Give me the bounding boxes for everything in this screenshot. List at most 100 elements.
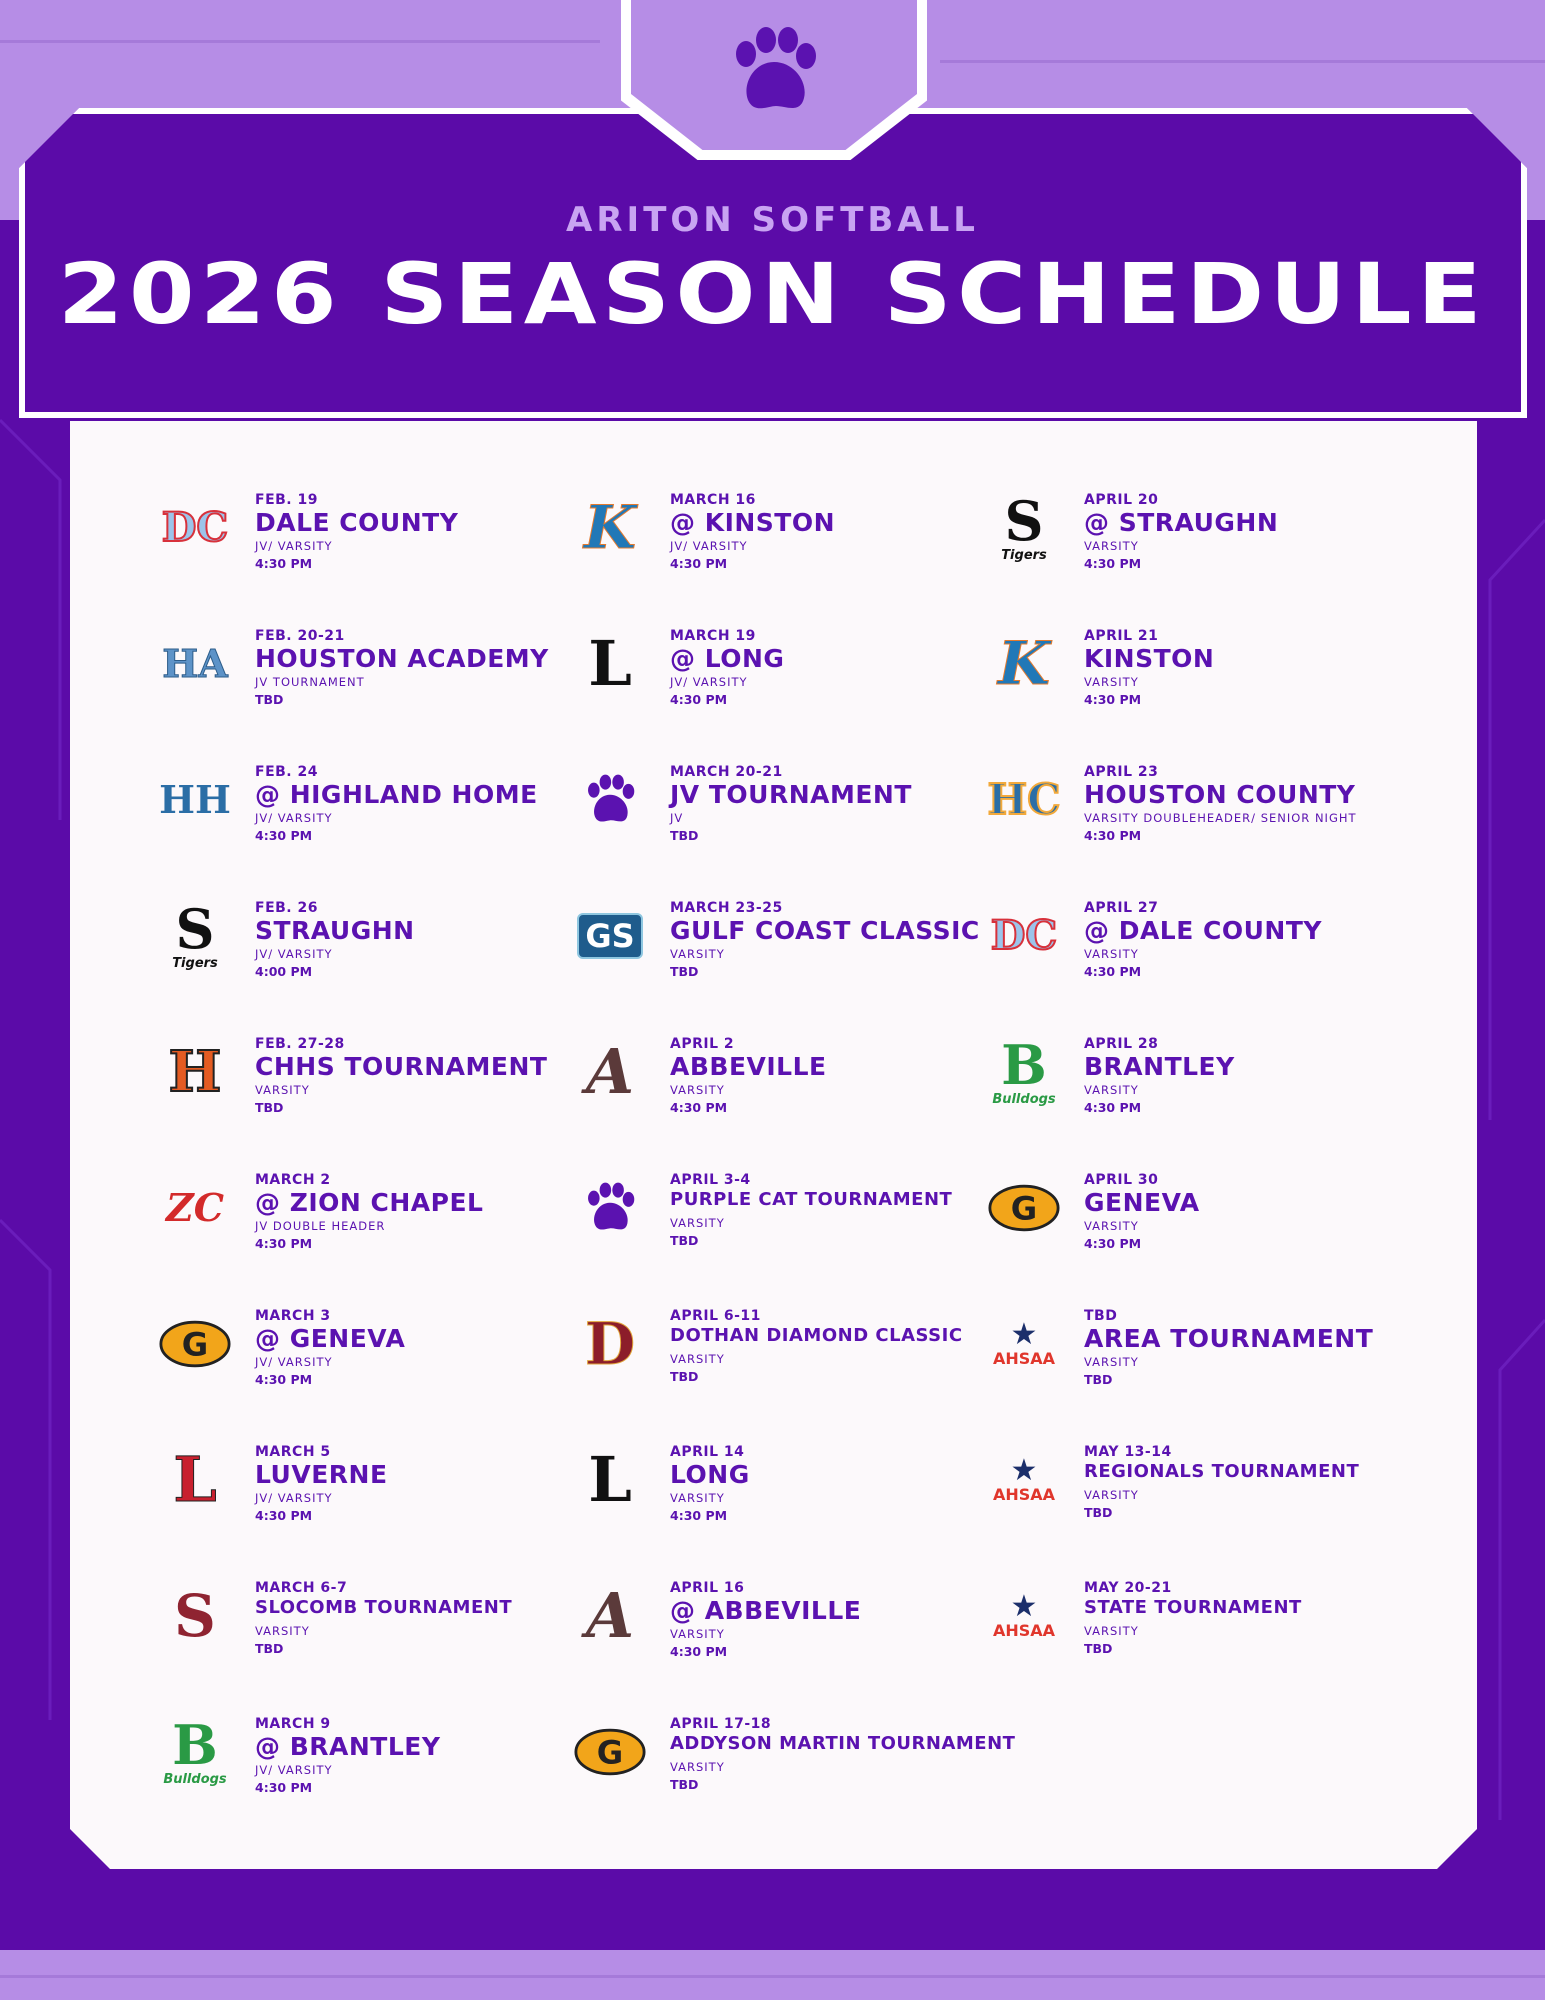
schedule-entry: G APRIL 17-18 ADDYSON MARTIN TOURNAMENT VAR… [574,1716,1015,1826]
d-logo-icon: D [584,1310,636,1378]
logo-lettering: Tigers [172,955,218,971]
ahsaa-logo-icon: ★ AHSAA [992,1589,1056,1640]
game-level: VARSITY [670,1627,725,1641]
schedule-entry: DC FEB. 19 DALE COUNTY JV/ VARSITY 4:30 PM [161,492,459,602]
opponent-name: @ KINSTON [670,508,836,537]
l-red-logo-icon: L [173,1443,218,1516]
schedule-entry: S Tigers FEB. 26 STRAUGHN JV/ VARSITY 4:00 PM [172,900,415,1010]
game-date: APRIL 30 [1084,1172,1159,1188]
opponent-name: @ ABBEVILLE [670,1596,862,1625]
game-level: VARSITY [1084,539,1139,553]
tigers-logo-icon: S Tigers [172,896,218,971]
game-date: MAY 20-21 [1084,1580,1172,1596]
opponent-name: GENEVA [1084,1188,1200,1217]
game-date: APRIL 28 [1084,1036,1159,1052]
game-level: JV/ VARSITY [255,1763,333,1777]
opponent-name: JV TOURNAMENT [670,780,912,809]
game-level: VARSITY DOUBLEHEADER/ SENIOR NIGHT [1084,811,1357,825]
game-level: VARSITY [1084,675,1139,689]
schedule-entry: B Bulldogs MARCH 9 @ BRANTLEY JV/ VARSITY 4:3… [163,1716,440,1826]
game-time: TBD [670,1369,699,1384]
background-line [940,60,1545,63]
game-time: TBD [255,1641,284,1656]
game-level: JV/ VARSITY [255,947,333,961]
opponent-name: PURPLE CAT TOURNAMENT [670,1189,953,1210]
opponent-name: BRANTLEY [1084,1052,1235,1081]
game-date: FEB. 20-21 [255,628,345,644]
game-level: VARSITY [255,1083,310,1097]
chhs-logo-icon: H [168,1039,223,1105]
schedule-entry: HA FEB. 20-21 HOUSTON ACADEMY JV TOURNAMENT… [162,628,549,738]
bulldogs-logo-icon: B Bulldogs [992,1032,1056,1107]
opponent-name: REGIONALS TOURNAMENT [1084,1461,1360,1482]
schedule-entry: ★ AHSAA MAY 20-21 STATE TOURNAMENT VARSITY TB… [993,1580,1302,1690]
game-level: VARSITY [255,1624,310,1638]
game-level: JV [670,811,684,825]
schedule-entry: B Bulldogs APRIL 28 BRANTLEY VARSITY 4:30 PM [992,1036,1235,1146]
opponent-name: @ HIGHLAND HOME [255,780,538,809]
schedule-entry: S Tigers APRIL 20 @ STRAUGHN VARSITY 4:30 PM [1001,492,1279,602]
ahsaa-logo-icon: ★ AHSAA [992,1317,1056,1368]
game-date: MARCH 6-7 [255,1580,348,1596]
tigers-logo-icon: S Tigers [1001,488,1047,563]
game-level: VARSITY [1084,1083,1139,1097]
game-level: JV/ VARSITY [670,539,748,553]
opponent-name: ABBEVILLE [670,1052,827,1081]
schedule-entry: K APRIL 21 KINSTON VARSITY 4:30 PM [997,628,1214,738]
paw-logo-icon [570,752,650,848]
logo-lettering: AHSAA [992,1349,1056,1368]
schedule-entry: GS MARCH 23-25 GULF COAST CLASSIC VARSITY TB… [577,900,980,1010]
game-time: 4:30 PM [255,1372,313,1387]
game-level: VARSITY [1084,947,1139,961]
schedule-entry: A APRIL 16 @ ABBEVILLE VARSITY 4:30 PM [586,1580,862,1690]
schedule-entry: MARCH 20-21 JV TOURNAMENT JV TBD [588,764,912,874]
schedule-entry: HH FEB. 24 @ HIGHLAND HOME JV/ VARSITY 4:30 … [159,764,538,874]
game-level: JV DOUBLE HEADER [255,1219,386,1233]
game-level: VARSITY [670,1216,725,1230]
game-date: MARCH 2 [255,1172,331,1188]
schedule-entry: L APRIL 14 LONG VARSITY 4:30 PM [588,1444,750,1554]
opponent-name: AREA TOURNAMENT [1084,1324,1374,1353]
opponent-name: HOUSTON ACADEMY [255,644,549,673]
bulldogs-logo-icon: B Bulldogs [163,1712,227,1787]
background-pattern [0,418,1545,1820]
gs-logo-icon: GS [570,888,650,984]
dc-logo-icon: DC [990,912,1059,959]
dc-logo-icon: DC [161,504,230,551]
game-date: MARCH 5 [255,1444,331,1460]
k-logo-icon: K [997,629,1051,699]
opponent-name: DALE COUNTY [255,508,459,537]
game-date: APRIL 14 [670,1444,745,1460]
game-date: FEB. 27-28 [255,1036,345,1052]
opponent-name: @ DALE COUNTY [1084,916,1322,945]
opponent-name: @ ZION CHAPEL [255,1188,484,1217]
game-time: 4:30 PM [255,1236,313,1251]
game-level: VARSITY [670,1760,725,1774]
game-level: VARSITY [1084,1355,1139,1369]
schedule-entry: D APRIL 6-11 DOTHAN DIAMOND CLASSIC VARSITY… [584,1308,963,1418]
hc-logo-icon: HC [986,775,1061,824]
game-time: 4:30 PM [1084,556,1142,571]
opponent-name: @ STRAUGHN [1084,508,1279,537]
a-logo-icon: A [585,1035,635,1108]
svg-text:G: G [597,1733,623,1771]
game-date: APRIL 2 [670,1036,735,1052]
opponent-name: @ GENEVA [255,1324,406,1353]
game-date: APRIL 27 [1084,900,1159,916]
game-level: VARSITY [1084,1488,1139,1502]
game-date: FEB. 26 [255,900,318,916]
game-time: 4:30 PM [255,556,313,571]
game-time: 4:30 PM [670,1508,728,1523]
opponent-name: CHHS TOURNAMENT [255,1052,548,1081]
opponent-name: @ LONG [670,644,785,673]
schedule-entry: L MARCH 5 LUVERNE JV/ VARSITY 4:30 PM [173,1444,388,1554]
game-time: 4:30 PM [255,1508,313,1523]
game-date: FEB. 19 [255,492,318,508]
game-time: TBD [1084,1505,1113,1520]
paw-logo-icon [570,1160,650,1256]
game-time: TBD [670,1233,699,1248]
game-date: MARCH 9 [255,1716,331,1732]
opponent-name: HOUSTON COUNTY [1084,780,1356,809]
background-line [0,1975,1545,1978]
game-date: APRIL 20 [1084,492,1159,508]
